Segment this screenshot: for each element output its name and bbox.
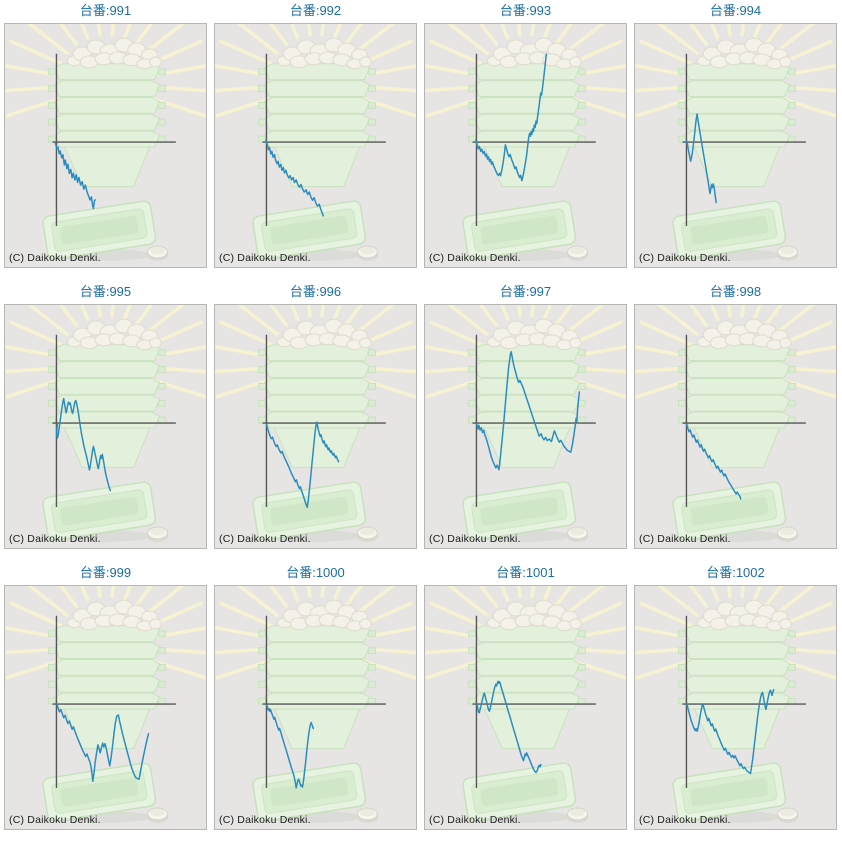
slump-graph bbox=[635, 586, 836, 825]
machine-cell-994[interactable]: 台番:994 (C) Daikoku Denki. bbox=[634, 2, 837, 268]
panel-title[interactable]: 台番:999 bbox=[79, 565, 132, 580]
panel-title[interactable]: 台番:997 bbox=[499, 284, 552, 299]
panel-title[interactable]: 台番:991 bbox=[79, 3, 132, 18]
slump-graph bbox=[215, 586, 416, 825]
machine-cell-993[interactable]: 台番:993 (C) Daikoku Denki. bbox=[424, 2, 627, 268]
slump-graph bbox=[215, 305, 416, 544]
chart-panel[interactable]: (C) Daikoku Denki. bbox=[214, 23, 417, 268]
chart-panel[interactable]: (C) Daikoku Denki. bbox=[214, 304, 417, 549]
panel-title[interactable]: 台番:995 bbox=[79, 284, 132, 299]
chart-panel[interactable]: (C) Daikoku Denki. bbox=[4, 23, 207, 268]
machine-cell-1001[interactable]: 台番:1001 (C) Daikoku Denki. bbox=[424, 564, 627, 830]
panel-title[interactable]: 台番:1001 bbox=[496, 565, 555, 580]
slump-graph bbox=[635, 305, 836, 544]
machine-cell-997[interactable]: 台番:997 (C) Daikoku Denki. bbox=[424, 283, 627, 549]
slump-graph bbox=[5, 586, 206, 825]
machine-cell-991[interactable]: 台番:991 (C) Daikoku Denki. bbox=[4, 2, 207, 268]
machine-cell-996[interactable]: 台番:996 (C) Daikoku Denki. bbox=[214, 283, 417, 549]
machine-cell-999[interactable]: 台番:999 (C) Daikoku Denki. bbox=[4, 564, 207, 830]
chart-panel[interactable]: (C) Daikoku Denki. bbox=[424, 304, 627, 549]
panel-title[interactable]: 台番:998 bbox=[709, 284, 762, 299]
chart-panel[interactable]: (C) Daikoku Denki. bbox=[634, 585, 837, 830]
chart-panel[interactable]: (C) Daikoku Denki. bbox=[4, 304, 207, 549]
slump-graph bbox=[5, 305, 206, 544]
panel-title[interactable]: 台番:1002 bbox=[706, 565, 765, 580]
chart-panel[interactable]: (C) Daikoku Denki. bbox=[634, 304, 837, 549]
chart-panel[interactable]: (C) Daikoku Denki. bbox=[214, 585, 417, 830]
chart-panel[interactable]: (C) Daikoku Denki. bbox=[424, 585, 627, 830]
slump-graph bbox=[5, 24, 206, 263]
machine-cell-1002[interactable]: 台番:1002 (C) Daikoku Denki. bbox=[634, 564, 837, 830]
panel-title[interactable]: 台番:993 bbox=[499, 3, 552, 18]
machine-cell-1000[interactable]: 台番:1000 (C) Daikoku Denki. bbox=[214, 564, 417, 830]
machine-cell-998[interactable]: 台番:998 (C) Daikoku Denki. bbox=[634, 283, 837, 549]
panel-title[interactable]: 台番:994 bbox=[709, 3, 762, 18]
slump-graph bbox=[425, 305, 626, 544]
slump-graph bbox=[215, 24, 416, 263]
chart-panel[interactable]: (C) Daikoku Denki. bbox=[4, 585, 207, 830]
panel-title[interactable]: 台番:992 bbox=[289, 3, 342, 18]
machine-cell-992[interactable]: 台番:992 (C) Daikoku Denki. bbox=[214, 2, 417, 268]
slump-graph bbox=[425, 586, 626, 825]
chart-panel[interactable]: (C) Daikoku Denki. bbox=[424, 23, 627, 268]
machine-cell-995[interactable]: 台番:995 (C) Daikoku Denki. bbox=[4, 283, 207, 549]
machine-graph-grid: 台番:991 (C) Daikoku Denki. 台番:992 (C) Dai… bbox=[4, 2, 837, 830]
panel-title[interactable]: 台番:1000 bbox=[286, 565, 345, 580]
slump-graph bbox=[425, 24, 626, 263]
panel-title[interactable]: 台番:996 bbox=[289, 284, 342, 299]
slump-graph bbox=[635, 24, 836, 263]
chart-panel[interactable]: (C) Daikoku Denki. bbox=[634, 23, 837, 268]
